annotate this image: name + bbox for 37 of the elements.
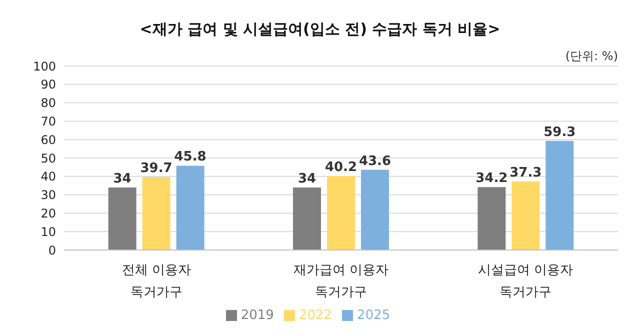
legend-label: 2022	[298, 308, 332, 323]
bar	[108, 187, 136, 250]
bar	[292, 187, 321, 250]
y-tick-label: 40	[40, 170, 56, 184]
data-label: 34	[298, 171, 316, 186]
data-label: 43.6	[358, 154, 392, 169]
legend-label: 2019	[240, 308, 274, 323]
y-tick-label: 60	[40, 132, 56, 147]
bar	[360, 170, 389, 250]
y-tick-label: 0	[48, 243, 56, 258]
data-label: 34	[113, 171, 132, 186]
bar	[478, 187, 506, 250]
x-tick-label: 재가급여 이용자 독거가구	[293, 263, 389, 300]
x-tick-label: 시설급여 이용자 독거가구	[478, 263, 574, 300]
y-tick-label: 70	[40, 114, 56, 128]
data-label: 37.3	[510, 165, 542, 180]
y-tick-label: 10	[40, 224, 56, 239]
bar	[326, 176, 355, 250]
bar	[176, 166, 204, 250]
y-tick-label: 20	[40, 206, 56, 220]
data-label: 40.2	[324, 160, 358, 176]
data-label: 39.7	[140, 160, 172, 176]
y-tick-label: 90	[40, 78, 56, 92]
y-tick-label: 50	[40, 151, 56, 166]
y-tick-label: 30	[40, 188, 56, 202]
x-tick-label: 전체 이용자 독거가구	[122, 263, 191, 300]
chart-title: <재가 급여 및 시설급여(입소 전) 수급자 독거 비율>	[138, 20, 502, 39]
bar	[512, 181, 540, 250]
bar	[142, 176, 170, 250]
data-label: 34.2	[476, 171, 508, 186]
data-label: 45.8	[174, 150, 206, 165]
data-label: 59.3	[544, 124, 576, 140]
legend-label: 2025	[357, 308, 390, 323]
y-tick-label: 100	[33, 59, 56, 74]
text: (단위: %)	[565, 48, 618, 65]
bar	[546, 140, 574, 250]
y-tick-label: 80	[40, 96, 56, 110]
